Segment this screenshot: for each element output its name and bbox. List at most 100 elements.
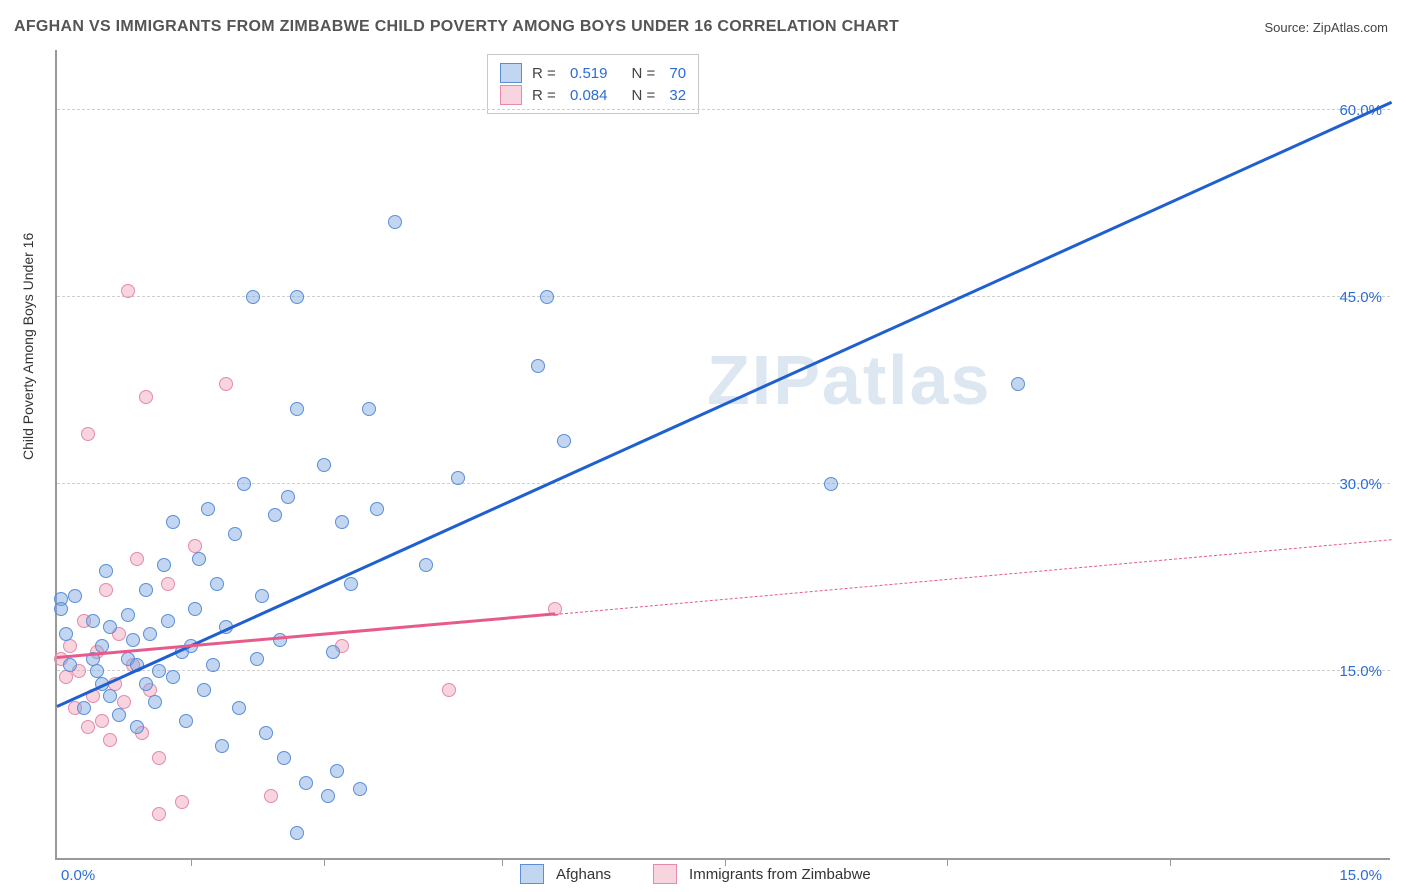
legend-n-label: N = [631, 65, 659, 82]
scatter-point [68, 589, 82, 603]
scatter-point [139, 583, 153, 597]
scatter-point [290, 402, 304, 416]
scatter-point [143, 627, 157, 641]
scatter-point [126, 633, 140, 647]
scatter-point [206, 658, 220, 672]
gridline-h [57, 670, 1390, 671]
scatter-point [321, 789, 335, 803]
legend-label-a: Afghans [556, 866, 611, 883]
legend-n-value-a: 70 [669, 65, 686, 82]
scatter-point [259, 726, 273, 740]
scatter-point [210, 577, 224, 591]
scatter-point [63, 658, 77, 672]
y-tick-label: 45.0% [1339, 289, 1382, 306]
y-tick-label: 15.0% [1339, 663, 1382, 680]
y-tick-label: 30.0% [1339, 476, 1382, 493]
scatter-point [362, 402, 376, 416]
scatter-point [237, 477, 251, 491]
legend-swatch-b [653, 864, 677, 884]
scatter-point [281, 490, 295, 504]
correlation-legend-row: R = 0.084 N = 32 [500, 85, 686, 105]
legend-swatch-a [500, 63, 522, 83]
scatter-point [264, 789, 278, 803]
scatter-point [59, 627, 73, 641]
x-tick-label: 0.0% [61, 867, 95, 884]
scatter-point [166, 515, 180, 529]
scatter-point [130, 720, 144, 734]
scatter-point [219, 377, 233, 391]
scatter-point [215, 739, 229, 753]
scatter-point [255, 589, 269, 603]
scatter-point [166, 670, 180, 684]
scatter-point [63, 639, 77, 653]
x-tick [324, 858, 325, 866]
plot-area: ZIPatlas R = 0.519 N = 70 R = 0.084 N = … [55, 50, 1390, 860]
scatter-point [77, 701, 91, 715]
scatter-point [419, 558, 433, 572]
scatter-point [557, 434, 571, 448]
scatter-point [59, 670, 73, 684]
scatter-point [161, 614, 175, 628]
scatter-point [228, 527, 242, 541]
scatter-point [112, 708, 126, 722]
trend-line [555, 539, 1392, 615]
scatter-point [54, 602, 68, 616]
chart-container: AFGHAN VS IMMIGRANTS FROM ZIMBABWE CHILD… [0, 0, 1406, 892]
scatter-point [531, 359, 545, 373]
scatter-point [139, 390, 153, 404]
scatter-point [179, 714, 193, 728]
scatter-point [152, 751, 166, 765]
legend-n-label: N = [631, 87, 659, 104]
scatter-point [152, 807, 166, 821]
scatter-point [250, 652, 264, 666]
scatter-point [148, 695, 162, 709]
scatter-point [161, 577, 175, 591]
scatter-point [1011, 377, 1025, 391]
trend-line [56, 101, 1392, 708]
scatter-point [86, 614, 100, 628]
legend-n-value-b: 32 [669, 87, 686, 104]
scatter-point [152, 664, 166, 678]
scatter-point [121, 608, 135, 622]
scatter-point [139, 677, 153, 691]
scatter-point [540, 290, 554, 304]
scatter-point [824, 477, 838, 491]
legend-r-value-a: 0.519 [570, 65, 608, 82]
x-tick [191, 858, 192, 866]
scatter-point [317, 458, 331, 472]
scatter-point [246, 290, 260, 304]
chart-title: AFGHAN VS IMMIGRANTS FROM ZIMBABWE CHILD… [14, 18, 899, 36]
scatter-point [442, 683, 456, 697]
legend-swatch-b [500, 85, 522, 105]
watermark: ZIPatlas [707, 340, 991, 420]
scatter-point [130, 552, 144, 566]
y-axis-label: Child Poverty Among Boys Under 16 [20, 233, 36, 460]
x-tick [947, 858, 948, 866]
scatter-point [299, 776, 313, 790]
scatter-point [277, 751, 291, 765]
legend-r-label: R = [532, 65, 560, 82]
scatter-point [121, 284, 135, 298]
correlation-legend-row: R = 0.519 N = 70 [500, 63, 686, 83]
scatter-point [353, 782, 367, 796]
scatter-point [451, 471, 465, 485]
scatter-point [103, 733, 117, 747]
x-tick [502, 858, 503, 866]
scatter-point [370, 502, 384, 516]
gridline-h [57, 483, 1390, 484]
legend-r-label: R = [532, 87, 560, 104]
scatter-point [103, 620, 117, 634]
scatter-point [232, 701, 246, 715]
legend-label-b: Immigrants from Zimbabwe [689, 866, 871, 883]
scatter-point [95, 714, 109, 728]
scatter-point [290, 826, 304, 840]
scatter-point [326, 645, 340, 659]
correlation-legend: R = 0.519 N = 70 R = 0.084 N = 32 [487, 54, 699, 114]
source-label: Source: ZipAtlas.com [1264, 20, 1388, 35]
scatter-point [99, 564, 113, 578]
scatter-point [335, 515, 349, 529]
scatter-point [197, 683, 211, 697]
scatter-point [330, 764, 344, 778]
scatter-point [388, 215, 402, 229]
series-legend: Afghans Immigrants from Zimbabwe [520, 864, 871, 884]
